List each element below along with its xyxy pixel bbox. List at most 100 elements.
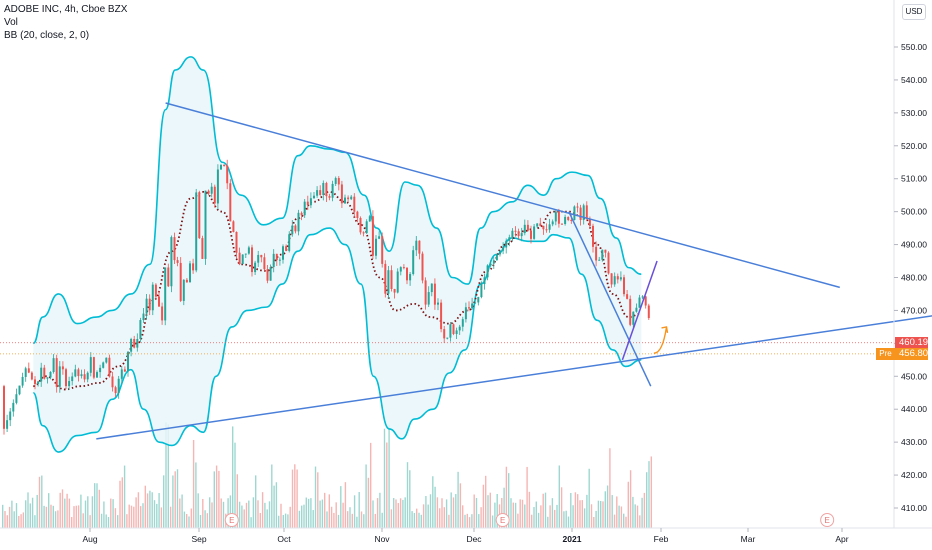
candle (241, 254, 244, 265)
candle (526, 224, 529, 231)
volume-bar (544, 492, 547, 528)
volume-bar (590, 504, 593, 528)
candle (235, 231, 238, 253)
volume-bar (105, 514, 107, 528)
volume-bar (103, 501, 105, 528)
candle (564, 216, 567, 224)
volume-bar (250, 517, 252, 528)
volume-bar (284, 513, 287, 528)
volume-bar (163, 475, 165, 528)
volume-bar (8, 506, 11, 528)
trendline (568, 211, 652, 387)
candle (567, 216, 570, 220)
volume-bar (153, 500, 156, 528)
candle (111, 376, 114, 388)
y-tick-label: 480.00 (901, 273, 927, 283)
candle (263, 257, 266, 270)
volume-bar (133, 506, 135, 528)
volume-bar (100, 513, 103, 528)
candle (306, 201, 309, 206)
volume-bar (204, 510, 206, 528)
volume-bar (363, 514, 365, 528)
volume-bar (220, 498, 222, 528)
volume-bar (464, 514, 466, 528)
volume-bar (517, 513, 519, 528)
volume-bar (411, 511, 413, 528)
volume-bar (128, 504, 130, 528)
candle (102, 362, 105, 368)
candle (204, 190, 207, 259)
volume-bar (471, 514, 473, 528)
volume-bar (634, 504, 636, 528)
chart-legend: ADOBE INC, 4h, Cboe BZX Vol BB (20, clos… (4, 3, 127, 42)
volume-bar (489, 492, 491, 528)
volume-bar (583, 508, 586, 528)
candle (300, 212, 303, 216)
volume-bar (491, 515, 494, 528)
volume-bar (344, 482, 347, 528)
volume-bar (455, 494, 457, 528)
volume-bar (50, 504, 52, 528)
volume-bar (278, 515, 280, 528)
volume-bar (570, 492, 572, 528)
candle (601, 249, 604, 260)
candle (632, 311, 635, 325)
bollinger-fill (33, 56, 642, 453)
volume-bar (600, 500, 602, 528)
volume-bar (482, 484, 485, 528)
candle (412, 250, 415, 275)
volume-bar (11, 500, 13, 528)
currency-button[interactable]: USD (902, 4, 926, 20)
candle (142, 313, 145, 321)
candle (272, 253, 275, 268)
volume-bar (303, 504, 305, 528)
legend-bollinger: BB (20, close, 2, 0) (4, 30, 90, 41)
x-tick-label: Mar (741, 534, 756, 544)
volume-bar (266, 509, 268, 528)
volume-bar (232, 426, 234, 528)
volume-bar (574, 492, 577, 528)
volume-bar (151, 492, 153, 528)
volume-bar (199, 515, 202, 528)
volume-bar (160, 507, 163, 528)
volume-bar (459, 483, 462, 528)
candle (291, 225, 294, 235)
volume-bar (135, 497, 137, 528)
volume-bar (487, 495, 489, 528)
volume-bar (443, 507, 445, 528)
volume-bar (146, 493, 149, 528)
volume-bar (273, 485, 275, 528)
volume-bar (372, 500, 374, 528)
candle (49, 371, 52, 378)
candle (396, 271, 399, 293)
volume-bar (524, 504, 526, 528)
volume-bar (418, 512, 420, 528)
volume-bar (609, 448, 611, 528)
volume-bar (71, 517, 73, 528)
candle (368, 216, 371, 222)
volume-bar (333, 512, 335, 528)
volume-bar (632, 496, 634, 528)
candle (424, 280, 427, 305)
volume-bar (551, 498, 554, 528)
volume-bar (629, 470, 632, 528)
volume-bar (112, 499, 114, 528)
candle (322, 182, 325, 195)
earnings-marker-label: E (500, 516, 505, 525)
volume-bar (259, 512, 261, 528)
candle (381, 236, 384, 264)
candle (173, 237, 176, 261)
volume-bar (31, 497, 34, 528)
candle (207, 190, 210, 194)
y-tick-label: 500.00 (901, 207, 927, 217)
x-tick-label: Dec (466, 534, 482, 544)
candle (275, 253, 278, 261)
volume-bar (165, 422, 167, 528)
candle (18, 385, 21, 395)
candle (520, 233, 523, 237)
candle (399, 267, 402, 272)
volume-bar (330, 506, 333, 528)
volume-bar (314, 466, 317, 528)
